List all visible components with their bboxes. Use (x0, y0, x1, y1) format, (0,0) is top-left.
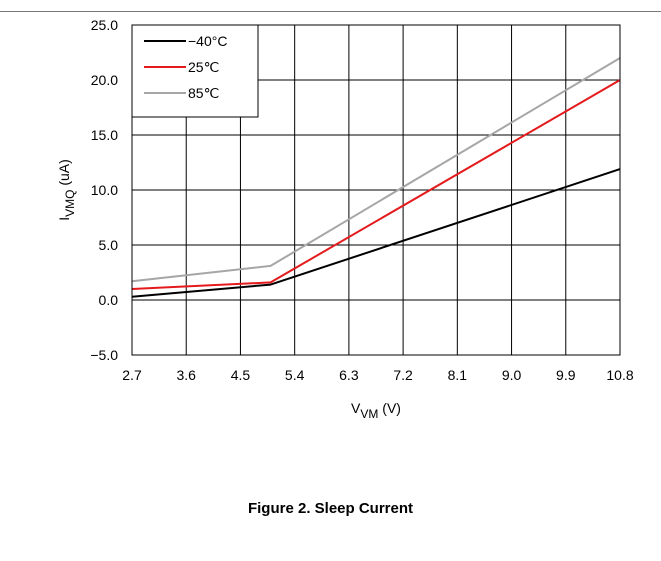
x-tick-labels: 2.7 3.6 4.5 5.4 6.3 7.2 8.1 9.0 9.9 10.8 (122, 367, 634, 383)
legend-label: 85℃ (188, 85, 219, 101)
x-tick-label: 2.7 (122, 367, 142, 383)
plot-frame (131, 24, 621, 356)
sleep-current-chart: 2.7 3.6 4.5 5.4 6.3 7.2 8.1 9.0 9.9 10.8 −5.0 0.0 5… (56, 17, 634, 421)
x-tick-label: 3.6 (176, 367, 196, 383)
y-tick-label: 10.0 (91, 182, 118, 198)
x-tick-label: 8.1 (448, 367, 468, 383)
y-axis-label-sub: VMQ (63, 190, 77, 217)
x-tick-label: 9.0 (502, 367, 522, 383)
y-axis-label-unit: (uA) (56, 159, 72, 189)
y-tick-label: 0.0 (99, 292, 119, 308)
x-tick-label: 4.5 (231, 367, 251, 383)
x-axis-label: VVM (V) (351, 400, 401, 421)
y-tick-labels: −5.0 0.0 5.0 10.0 15.0 20.0 25.0 (90, 17, 118, 363)
x-tick-label: 7.2 (393, 367, 413, 383)
x-axis-label-unit: (V) (378, 400, 401, 416)
y-tick-label: 20.0 (91, 72, 118, 88)
x-axis-label-main: V (351, 400, 361, 416)
y-tick-label: 25.0 (91, 17, 118, 33)
series-line-0 (131, 168, 621, 298)
x-tick-label: 6.3 (339, 367, 359, 383)
x-axis-label-sub: VM (360, 407, 378, 421)
legend-label: 25℃ (188, 59, 219, 75)
series-line-2 (131, 57, 621, 283)
top-rule (0, 11, 661, 12)
legend-box (131, 24, 259, 118)
series-lines (131, 57, 621, 298)
x-tick-label: 10.8 (606, 367, 633, 383)
y-axis-label-main: I (56, 217, 72, 221)
legend: −40°C 25℃ 85℃ (131, 24, 259, 118)
y-tick-label: 5.0 (99, 237, 119, 253)
y-tick-label: −5.0 (90, 347, 118, 363)
x-tick-label: 5.4 (285, 367, 305, 383)
series-line-1 (131, 79, 621, 290)
y-axis-label: IVMQ (uA) (56, 159, 77, 221)
y-tick-label: 15.0 (91, 127, 118, 143)
x-tick-label: 9.9 (556, 367, 576, 383)
figure-caption: Figure 2. Sleep Current (247, 500, 414, 517)
legend-label: −40°C (188, 33, 227, 49)
